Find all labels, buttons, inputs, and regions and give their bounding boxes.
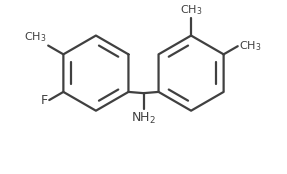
Text: CH$_3$: CH$_3$ [24, 30, 47, 44]
Text: NH$_2$: NH$_2$ [131, 111, 156, 126]
Text: CH$_3$: CH$_3$ [180, 3, 202, 17]
Text: F: F [40, 94, 47, 106]
Text: CH$_3$: CH$_3$ [239, 39, 261, 53]
